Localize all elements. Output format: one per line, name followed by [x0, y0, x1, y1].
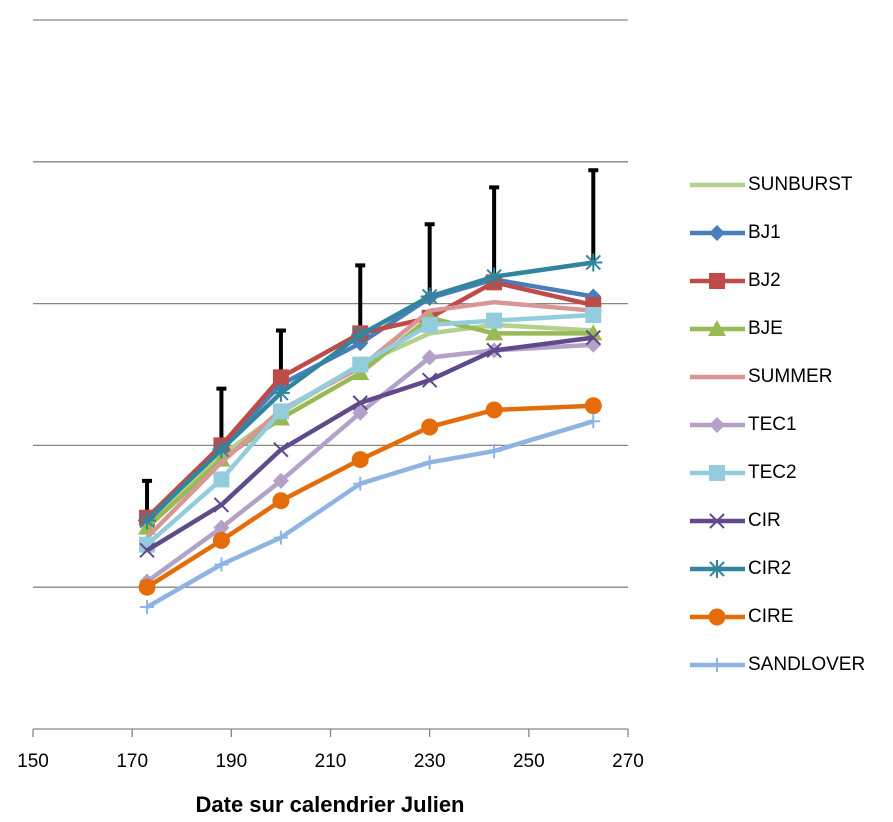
marker: [271, 383, 290, 402]
marker: [352, 395, 368, 411]
marker: [138, 578, 156, 596]
error-bar: [424, 222, 435, 297]
legend-marker: [708, 608, 726, 626]
legend-marker: [710, 658, 724, 672]
marker: [485, 401, 503, 419]
legend-marker: [708, 560, 726, 578]
legend-marker: [708, 320, 726, 336]
marker: [351, 451, 369, 469]
marker: [272, 492, 290, 510]
marker: [421, 418, 439, 436]
series: [139, 306, 602, 553]
marker: [586, 414, 601, 429]
error-bar: [489, 185, 500, 277]
legend-label: CIR: [748, 510, 781, 531]
line: [145, 403, 594, 590]
series: [145, 322, 594, 530]
marker: [421, 316, 438, 333]
marker: [422, 455, 437, 470]
marker: [584, 253, 603, 272]
x-tick-label: 170: [116, 751, 148, 772]
legend-label: CIR2: [748, 558, 791, 579]
marker: [585, 306, 602, 323]
legend-label: SUMMER: [748, 366, 832, 387]
x-tick-label: 270: [612, 751, 644, 772]
error-bar: [588, 168, 599, 263]
series: [139, 329, 601, 559]
marker: [487, 444, 502, 459]
x-tick-label: 190: [215, 751, 247, 772]
legend-label: BJ1: [748, 222, 781, 243]
marker: [212, 531, 230, 549]
marker: [486, 312, 503, 329]
marker: [212, 440, 231, 459]
marker: [273, 441, 289, 458]
legend-marker: [709, 513, 725, 529]
marker: [421, 372, 438, 388]
x-tick-label: 150: [17, 751, 49, 772]
legend-label: TEC1: [748, 414, 797, 435]
marker: [272, 369, 289, 386]
series: [138, 253, 603, 530]
series: [138, 397, 602, 596]
marker: [421, 349, 438, 366]
marker: [140, 600, 155, 615]
marker: [213, 497, 230, 513]
marker: [214, 557, 229, 572]
marker: [139, 542, 155, 559]
x-tick-label: 210: [315, 751, 347, 772]
marker: [352, 356, 369, 373]
marker: [213, 471, 230, 488]
marker: [272, 472, 289, 489]
marker: [138, 511, 157, 530]
x-axis-title: Date sur calendrier Julien: [196, 792, 465, 817]
marker: [585, 329, 601, 346]
marker: [351, 325, 370, 344]
marker: [213, 519, 230, 536]
marker: [584, 397, 602, 415]
legend-label: BJ2: [748, 270, 781, 291]
legend-marker: [709, 465, 725, 481]
series: [140, 414, 601, 615]
marker: [486, 342, 502, 359]
marker: [353, 476, 368, 491]
legend-marker: [709, 417, 725, 433]
series: [138, 308, 603, 535]
legend-label: SUNBURST: [748, 174, 853, 195]
legend-label: CIRE: [748, 606, 793, 627]
marker: [272, 403, 289, 420]
x-tick-label: 230: [414, 751, 446, 772]
x-tick-label: 250: [513, 751, 545, 772]
marker: [352, 404, 369, 421]
error-bar: [355, 263, 366, 335]
marker: [420, 287, 439, 306]
legend-label: TEC2: [748, 462, 797, 483]
legend-marker: [709, 225, 725, 241]
line: [145, 322, 594, 530]
marker: [273, 530, 288, 545]
legend-label: SANDLOVER: [748, 654, 865, 675]
marker: [485, 324, 504, 341]
legend-marker: [709, 273, 725, 289]
marker: [485, 267, 504, 286]
legend-label: BJE: [748, 318, 783, 339]
